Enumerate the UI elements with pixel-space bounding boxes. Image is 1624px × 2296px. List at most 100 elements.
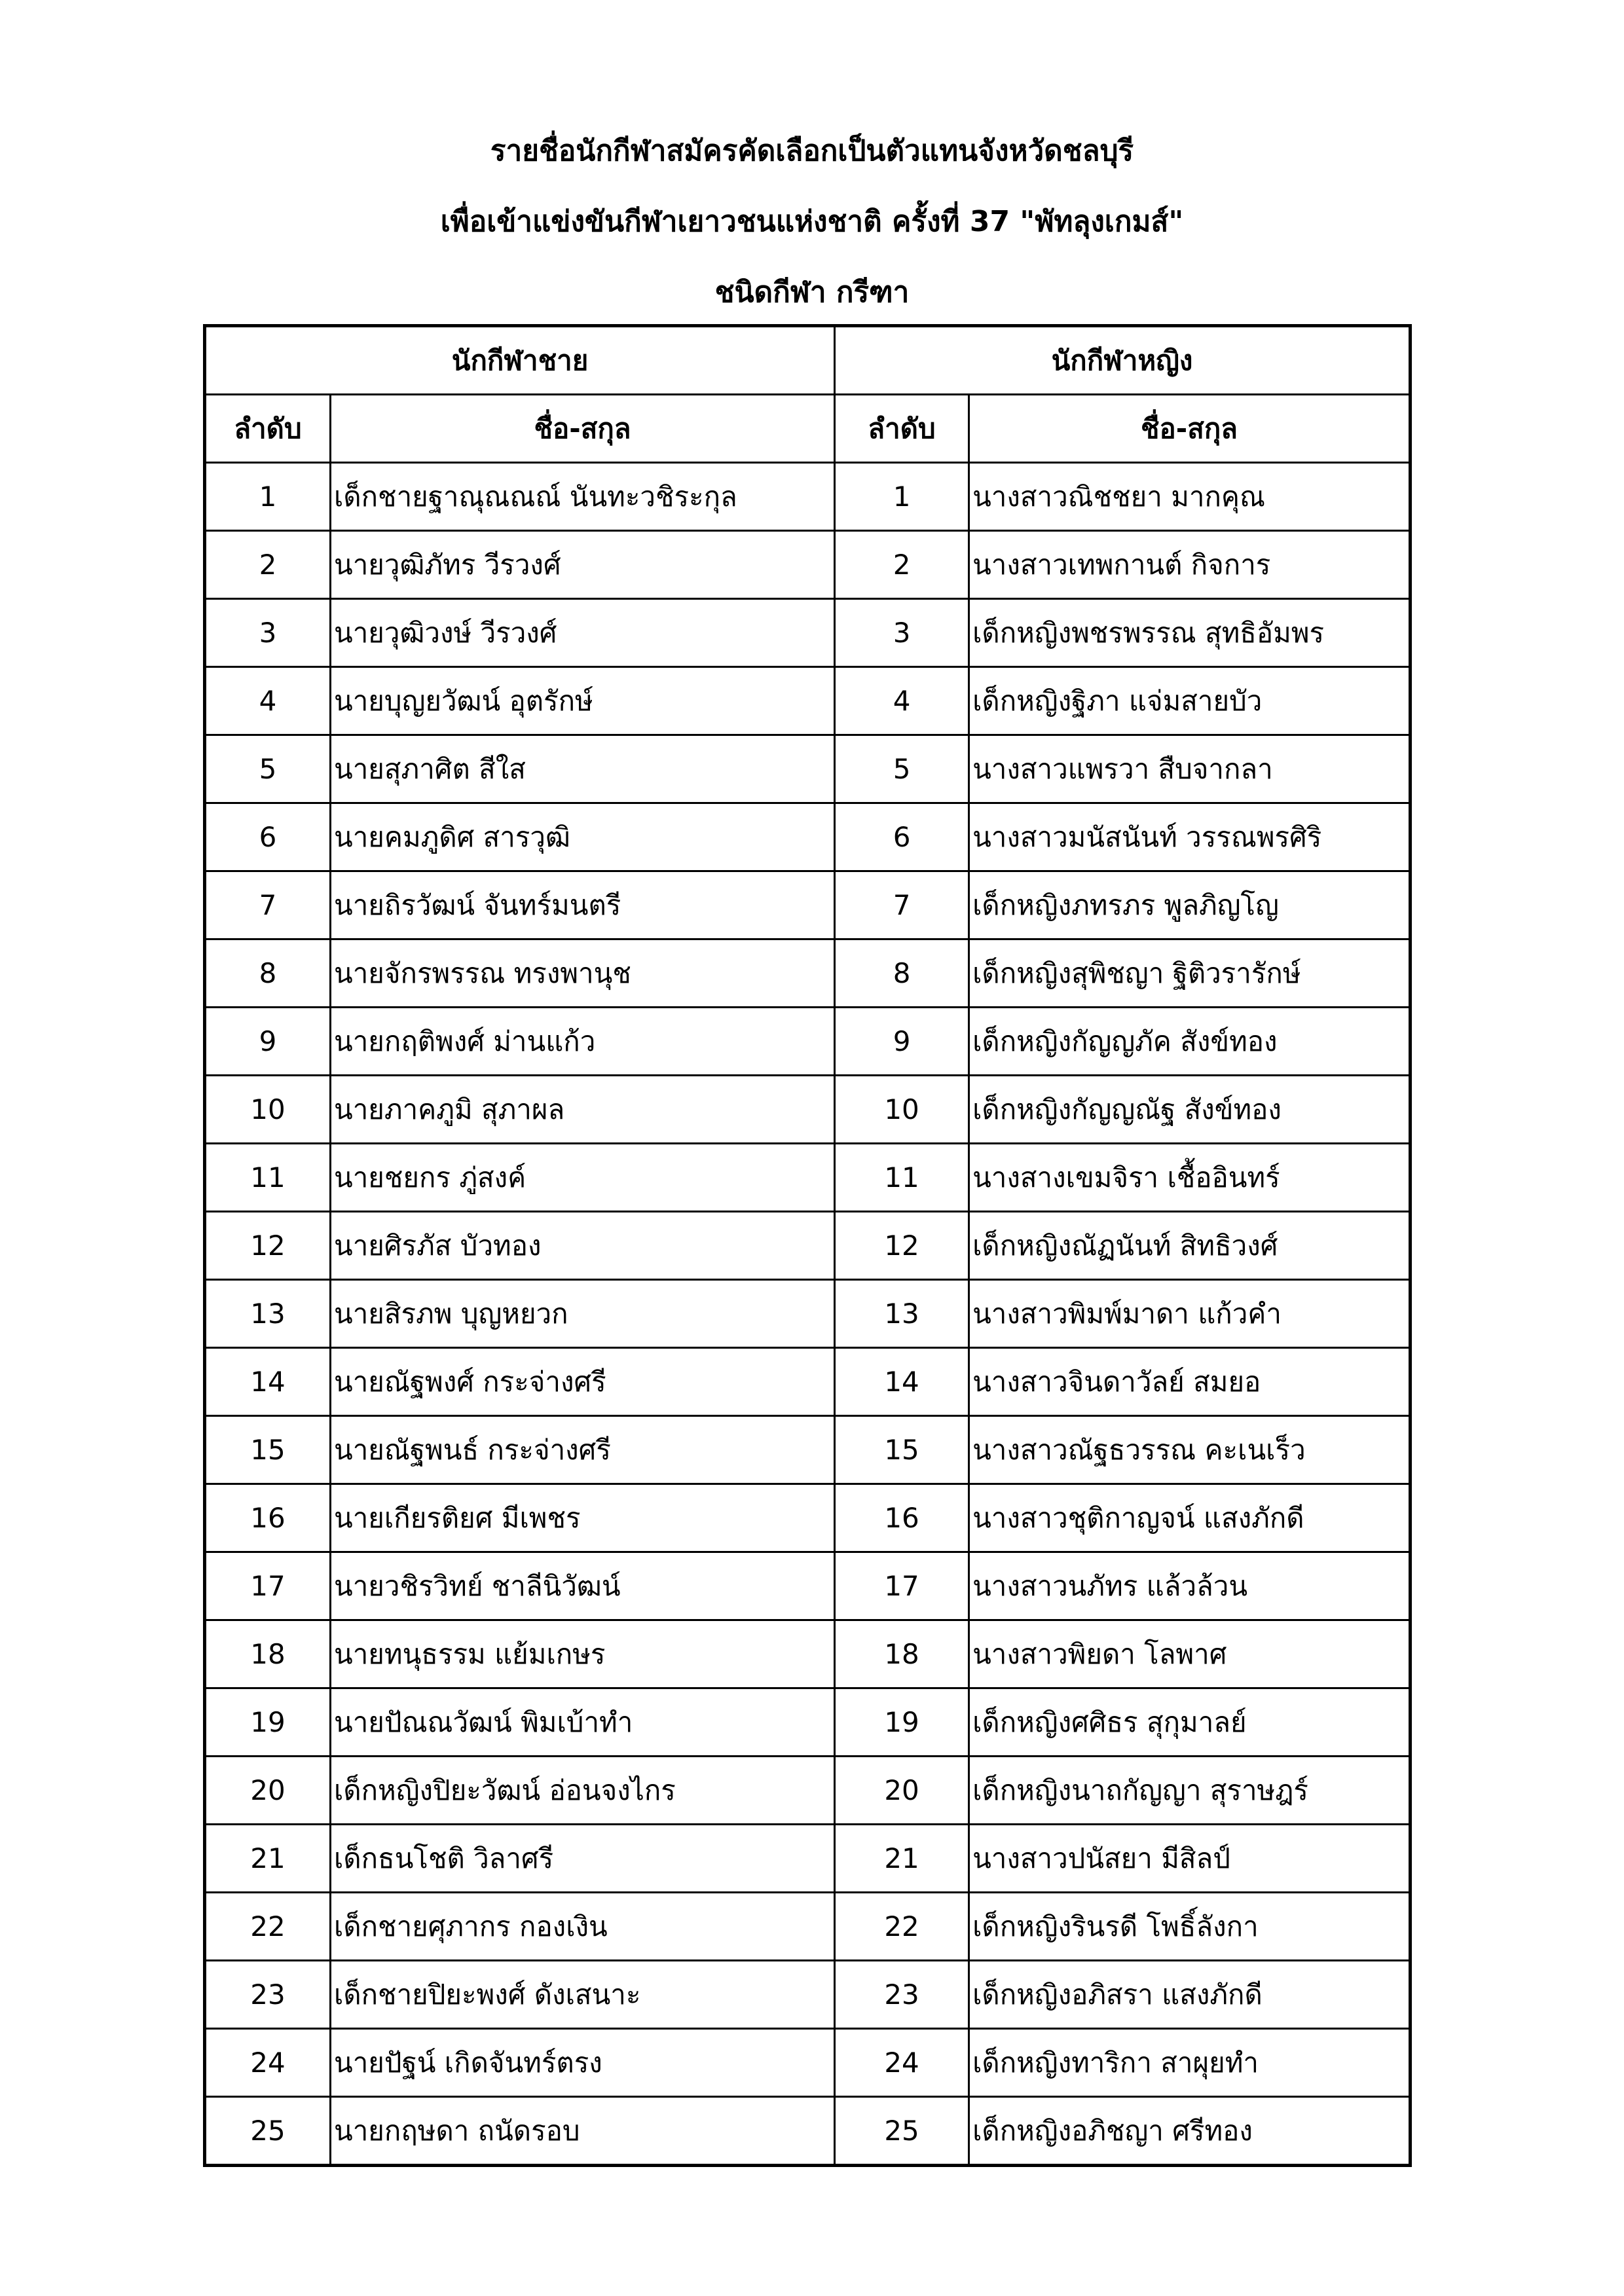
female-name-cell: นางสาวมนัสนันท์ วรรณพรศิริ [968,802,1411,872]
female-no-cell: 25 [834,2096,970,2166]
table-row: 4 นายบุญยวัฒน์ อุตรักษ์ 4 เด็กหญิงฐิภา แจ่ม… [204,666,1411,736]
male-no-cell: 21 [204,1823,331,1893]
male-group-header: นักกีฬาชาย [203,325,836,395]
female-name-cell: เด็กหญิงสุพิชญา ฐิติวรารักษ์ [968,938,1411,1008]
male-name-cell: นายณัฐพนธ์ กระจ่างศรี [329,1415,836,1485]
female-no-cell: 3 [834,598,970,668]
female-no-cell: 7 [834,870,970,940]
female-no-cell: 10 [834,1074,970,1144]
table-row: 19 นายปัณณวัฒน์ พิมเบ้าทำ 19 เด็กหญิงศศิธร … [204,1687,1411,1757]
male-name-cell: นายศิรภัส บัวทอง [329,1211,836,1281]
female-name-header: ชื่อ-สกุล [968,393,1411,464]
male-name-cell: เด็กชายศุภากร กองเงิน [329,1891,836,1961]
male-name-cell: นายถิรวัฒน์ จันทร์มนตรี [329,870,836,940]
male-no-cell: 7 [204,870,331,940]
female-name-cell: นางสาวนภัทร แล้วล้วน [968,1551,1411,1621]
male-no-cell: 11 [204,1142,331,1212]
male-no-cell: 4 [204,666,331,736]
male-name-header: ชื่อ-สกุล [329,393,836,464]
female-name-cell: เด็กหญิงกัญญณัฐ สังข์ทอง [968,1074,1411,1144]
female-name-cell: นางสาวปนัสยา มีสิลป์ [968,1823,1411,1893]
female-name-cell: เด็กหญิงณัฏนันท์ สิทธิวงศ์ [968,1211,1411,1281]
female-name-cell: เด็กหญิงภทรภร พูลภิญโญ [968,870,1411,940]
male-no-cell: 8 [204,938,331,1008]
male-name-cell: เด็กชายฐาณุณณณ์ นันทะวชิระกุล [329,462,836,532]
male-no-cell: 1 [204,462,331,532]
table-row: 16 นายเกียรติยศ มีเพชร 16 นางสาวชุติกาญจน์ … [204,1483,1411,1553]
female-name-cell: เด็กหญิงฐิภา แจ่มสายบัว [968,666,1411,736]
female-name-cell: นางสาวณิชชยา มากคุณ [968,462,1411,532]
male-no-cell: 13 [204,1279,331,1349]
female-name-cell: นางสาวพิมพ์มาดา แก้วคำ [968,1279,1411,1349]
table-row: 24 นายปัฐน์ เกิดจันทร์ตรง 24 เด็กหญิงทาริกา… [204,2028,1411,2098]
male-no-cell: 12 [204,1211,331,1281]
table-row: 7 นายถิรวัฒน์ จันทร์มนตรี 7 เด็กหญิงภทรภร พ… [204,870,1411,940]
male-no-cell: 24 [204,2028,331,2098]
table-row: 10 นายภาคภูมิ สุภาผล 10 เด็กหญิงกัญญณัฐ สัง… [204,1074,1411,1144]
table-row: 20 เด็กหญิงปิยะวัฒน์ อ่อนจงไกร 20 เด็กหญิงน… [204,1755,1411,1825]
table-row: 3 นายวุฒิวงษ์ วีรวงศ์ 3 เด็กหญิงพชรพรรณ สุท… [204,598,1411,668]
female-no-cell: 13 [834,1279,970,1349]
male-no-cell: 3 [204,598,331,668]
document-subtitle: เพื่อเข้าแข่งขันกีฬาเยาวชนแห่งชาติ ครั้ง… [440,205,1184,238]
female-name-cell: นางสาวพิยดา โลพาศ [968,1619,1411,1689]
female-name-cell: เด็กหญิงนาถกัญญา สุราษฎร์ [968,1755,1411,1825]
table-row: 14 นายณัฐพงศ์ กระจ่างศรี 14 นางสาวจินดาวัลย… [204,1347,1411,1417]
male-name-cell: นายกฤติพงศ์ ม่านแก้ว [329,1006,836,1076]
female-name-cell: นางสาวเทพกานต์ กิจการ [968,530,1411,600]
male-no-cell: 6 [204,802,331,872]
female-name-cell: เด็กหญิงอภิสรา แสงภักดี [968,1959,1411,2030]
athlete-table: นักกีฬาชาย นักกีฬาหญิง ลำดับ ชื่อ-สกุล ล… [203,324,1412,2167]
female-name-cell: เด็กหญิงอภิชญา ศรีทอง [968,2096,1411,2166]
male-no-cell: 20 [204,1755,331,1825]
female-no-cell: 18 [834,1619,970,1689]
female-name-cell: เด็กหญิงรินรดี โพธิ์ลังกา [968,1891,1411,1961]
female-no-cell: 20 [834,1755,970,1825]
table-row: 23 เด็กชายปิยะพงศ์ ดังเสนาะ 23 เด็กหญิงอภิส… [204,1959,1411,2030]
table-row: 2 นายวุฒิภัทร วีรวงศ์ 2 นางสาวเทพกานต์ กิจก… [204,530,1411,600]
table-row: 9 นายกฤติพงศ์ ม่านแก้ว 9 เด็กหญิงกัญญภัค สั… [204,1006,1411,1076]
male-no-cell: 10 [204,1074,331,1144]
male-name-cell: นายณัฐพงศ์ กระจ่างศรี [329,1347,836,1417]
male-no-cell: 17 [204,1551,331,1621]
female-name-cell: นางสาวแพรวา สืบจากลา [968,734,1411,804]
table-row: 6 นายคมภูดิศ สารวุฒิ 6 นางสาวมนัสนันท์ วรรณ… [204,802,1411,872]
female-no-cell: 5 [834,734,970,804]
male-name-cell: นายปัณณวัฒน์ พิมเบ้าทำ [329,1687,836,1757]
female-no-cell: 6 [834,802,970,872]
table-row: 1 เด็กชายฐาณุณณณ์ นันทะวชิระกุล 1 นางสาวณิช… [204,462,1411,532]
male-no-cell: 18 [204,1619,331,1689]
table-row: 22 เด็กชายศุภากร กองเงิน 22 เด็กหญิงรินรดี … [204,1891,1411,1961]
male-name-cell: นายปัฐน์ เกิดจันทร์ตรง [329,2028,836,2098]
male-name-cell: เด็กธนโชติ วิลาศรี [329,1823,836,1893]
female-no-cell: 2 [834,530,970,600]
male-name-cell: นายคมภูดิศ สารวุฒิ [329,802,836,872]
female-no-cell: 23 [834,1959,970,2030]
female-name-cell: เด็กหญิงกัญญภัค สังข์ทอง [968,1006,1411,1076]
male-name-cell: นายสิรภพ บุญหยวก [329,1279,836,1349]
female-no-cell: 1 [834,462,970,532]
male-name-cell: นายภาคภูมิ สุภาผล [329,1074,836,1144]
male-name-cell: เด็กหญิงปิยะวัฒน์ อ่อนจงไกร [329,1755,836,1825]
table-row: 18 นายทนุธรรม แย้มเกษร 18 นางสาวพิยดา โลพาศ [204,1619,1411,1689]
male-name-cell: เด็กชายปิยะพงศ์ ดังเสนาะ [329,1959,836,2030]
female-no-cell: 17 [834,1551,970,1621]
male-no-cell: 16 [204,1483,331,1553]
female-name-cell: เด็กหญิงศศิธร สุกุมาลย์ [968,1687,1411,1757]
female-name-cell: นางสางเขมจิรา เชื้ออินทร์ [968,1142,1411,1212]
male-no-cell: 23 [204,1959,331,2030]
table-row: 11 นายชยกร ภู่สงค์ 11 นางสางเขมจิรา เชื้ออิ… [204,1142,1411,1212]
male-no-cell: 2 [204,530,331,600]
female-no-cell: 11 [834,1142,970,1212]
column-header-row: ลำดับ ชื่อ-สกุล ลำดับ ชื่อ-สกุล [204,393,1411,464]
male-name-cell: นายเกียรติยศ มีเพชร [329,1483,836,1553]
female-no-cell: 19 [834,1687,970,1757]
female-name-cell: นางสาวณัฐธวรรณ คะเนเร็ว [968,1415,1411,1485]
table-row: 8 นายจักรพรรณ ทรงพานุช 8 เด็กหญิงสุพิชญา ฐิ… [204,938,1411,1008]
table-row: 21 เด็กธนโชติ วิลาศรี 21 นางสาวปนัสยา มีสิล… [204,1823,1411,1893]
female-no-header: ลำดับ [834,393,970,464]
male-name-cell: นายวชิรวิทย์ ชาลีนิวัฒน์ [329,1551,836,1621]
male-no-cell: 14 [204,1347,331,1417]
male-name-cell: นายวุฒิภัทร วีรวงศ์ [329,530,836,600]
group-header-row: นักกีฬาชาย นักกีฬาหญิง [203,325,1411,395]
